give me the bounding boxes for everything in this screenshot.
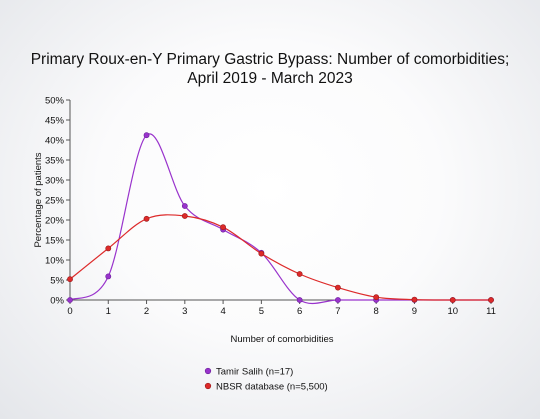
y-tick-label: 25% (45, 196, 65, 207)
x-tick-label: 8 (374, 306, 379, 317)
data-point (411, 296, 418, 303)
data-point (181, 213, 188, 219)
data-point (335, 284, 341, 291)
series-nbsr-database (67, 213, 494, 303)
x-tick-label: 6 (297, 306, 302, 317)
x-tick-label: 5 (259, 306, 264, 317)
x-tick-label: 1 (106, 306, 111, 317)
data-point (258, 250, 265, 257)
data-point (181, 203, 188, 209)
legend-label-tamir-salih: Tamir Salih (n=17) (216, 367, 293, 378)
x-tick-label: 2 (144, 306, 149, 317)
legend: Tamir Salih (n=17) NBSR database (n=5,50… (204, 367, 328, 393)
y-tick-label: 35% (45, 156, 65, 167)
legend-marker-nbsr-database (204, 382, 212, 390)
x-tick-label: 0 (67, 306, 72, 317)
y-tick-label: 45% (45, 116, 65, 127)
data-point (143, 215, 150, 222)
x-tick-label: 10 (447, 306, 458, 317)
series-line (69, 214, 492, 301)
legend-label-nbsr-database: NBSR database (n=5,500) (216, 382, 328, 393)
x-tick-label: 3 (182, 306, 187, 317)
series-line (69, 133, 491, 305)
y-tick-label: 40% (45, 136, 65, 147)
x-tick-label: 9 (412, 306, 417, 317)
data-point (67, 276, 73, 283)
series-tamir-salih (67, 132, 494, 305)
data-point (335, 297, 341, 303)
y-axis-label: Percentage of patients (33, 152, 44, 247)
y-tick-label: 0% (50, 296, 64, 307)
chart-title-line-2: April 2019 - March 2023 (187, 70, 352, 87)
y-tick-label: 10% (45, 256, 65, 267)
y-axis-ticks: 0% 5% 10% 15% 20% 25% 30% 35% 40% 45% 50% (45, 96, 70, 307)
data-point (105, 273, 112, 280)
data-point (296, 297, 303, 303)
chart-title: Primary Roux-en-Y Primary Gastric Bypass… (31, 51, 510, 87)
data-point (488, 297, 494, 303)
x-axis-label: Number of comorbidities (231, 334, 334, 345)
y-tick-label: 15% (45, 236, 65, 247)
series-layer (67, 132, 494, 305)
data-point (373, 294, 380, 301)
y-tick-label: 5% (50, 276, 64, 287)
data-point (296, 271, 303, 277)
data-point (105, 245, 112, 252)
x-tick-label: 4 (220, 306, 225, 317)
data-point (449, 297, 456, 303)
x-tick-label: 7 (335, 306, 340, 317)
legend-marker-tamir-salih (204, 367, 212, 375)
data-point (67, 297, 73, 303)
data-point (143, 132, 150, 139)
x-tick-label: 11 (486, 306, 496, 317)
chart-title-line-1: Primary Roux-en-Y Primary Gastric Bypass… (31, 51, 510, 68)
x-axis-ticks: 0 1 2 3 4 5 6 7 8 9 10 11 (67, 300, 496, 317)
y-tick-label: 20% (45, 216, 65, 227)
data-point (220, 224, 226, 231)
y-tick-label: 50% (45, 96, 65, 107)
y-tick-label: 30% (45, 176, 65, 187)
